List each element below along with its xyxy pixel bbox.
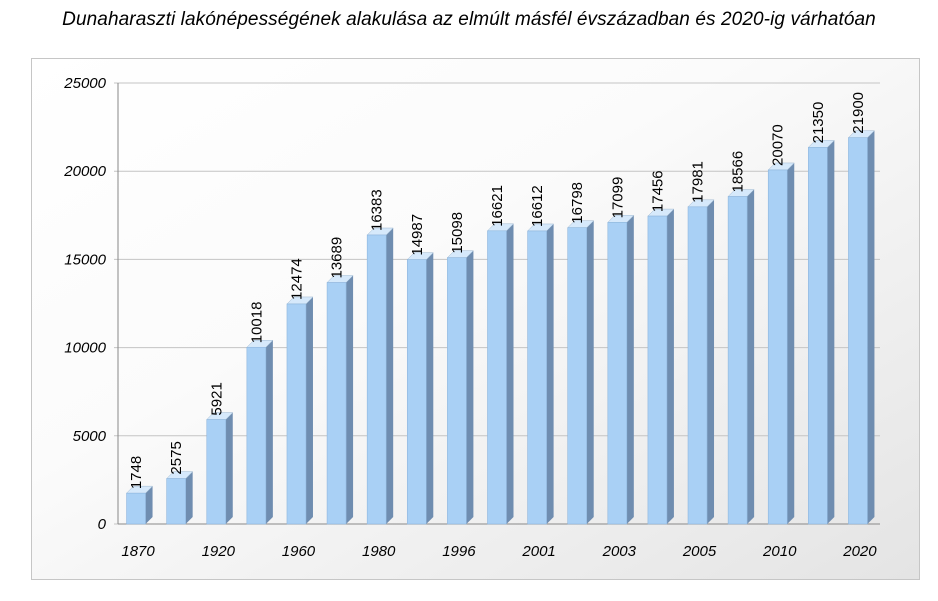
bar	[406, 259, 427, 525]
bar	[206, 419, 227, 525]
bar-side	[185, 471, 193, 524]
bar	[166, 478, 186, 525]
bar-side	[265, 340, 273, 524]
value-label: 16798	[569, 182, 586, 224]
x-tick-label: 1920	[202, 543, 236, 560]
x-tick-label: 2020	[842, 543, 877, 560]
bar-side	[386, 228, 394, 524]
bar	[647, 215, 668, 525]
bar	[366, 234, 387, 525]
bar-side	[466, 250, 474, 525]
value-label: 5921	[208, 382, 225, 415]
bar	[527, 230, 547, 525]
y-tick-label: 20000	[63, 163, 106, 180]
y-tick-label: 10000	[64, 340, 106, 357]
bar-side	[787, 162, 795, 524]
bar-side	[666, 209, 674, 524]
x-tick-label: 1996	[442, 543, 476, 560]
x-tick-label: 1980	[362, 543, 396, 560]
y-tick-label: 25000	[63, 75, 106, 92]
value-label: 21900	[850, 92, 867, 134]
bar	[848, 137, 868, 525]
bar	[126, 492, 146, 525]
bar	[447, 257, 467, 525]
value-label: 20070	[770, 124, 787, 166]
bar	[687, 206, 708, 525]
y-tick-label: 15000	[64, 251, 106, 268]
bar	[326, 282, 347, 525]
bar-side	[747, 189, 755, 524]
value-label: 17456	[649, 170, 666, 212]
x-tick-label: 2003	[602, 543, 637, 560]
bar	[567, 227, 588, 525]
bar	[767, 169, 788, 525]
bar-side	[586, 220, 594, 524]
bar-side	[626, 215, 634, 524]
bar	[246, 346, 267, 525]
bar-side	[225, 412, 233, 524]
bar-side	[707, 199, 715, 524]
value-label: 21350	[810, 102, 827, 144]
bar-side	[426, 252, 434, 524]
x-tick-label: 1870	[121, 543, 155, 560]
y-tick-label: 5000	[73, 428, 107, 445]
bar	[727, 196, 748, 525]
bar	[607, 222, 628, 525]
y-tick-label: 0	[98, 516, 107, 533]
value-label: 14987	[409, 214, 426, 256]
x-tick-label: 1960	[282, 543, 316, 560]
value-label: 12474	[288, 258, 305, 300]
bar	[487, 230, 507, 525]
value-label: 10018	[248, 302, 265, 344]
value-label: 2575	[168, 441, 185, 474]
bar	[286, 303, 307, 525]
value-label: 15098	[449, 212, 466, 254]
value-label: 18566	[730, 151, 747, 193]
value-label: 16612	[529, 185, 546, 227]
x-tick-label: 2010	[762, 543, 797, 560]
value-label: 16621	[489, 185, 506, 227]
value-label: 17099	[609, 177, 626, 219]
bar-side	[827, 140, 835, 525]
bar-side	[145, 486, 153, 524]
chart-title: Dunaharaszti lakónépességének alakulása …	[62, 9, 876, 30]
value-label: 1748	[128, 456, 145, 489]
x-tick-label: 2001	[521, 543, 555, 560]
bar-side	[305, 296, 313, 524]
bar	[808, 147, 828, 525]
bar-side	[346, 275, 354, 524]
bar-side	[546, 223, 554, 524]
x-tick-label: 2005	[682, 543, 717, 560]
value-label: 16383	[369, 189, 386, 231]
value-label: 17981	[690, 161, 707, 203]
value-label: 13689	[329, 237, 346, 279]
bar-side	[867, 130, 875, 524]
bar-side	[506, 223, 514, 525]
